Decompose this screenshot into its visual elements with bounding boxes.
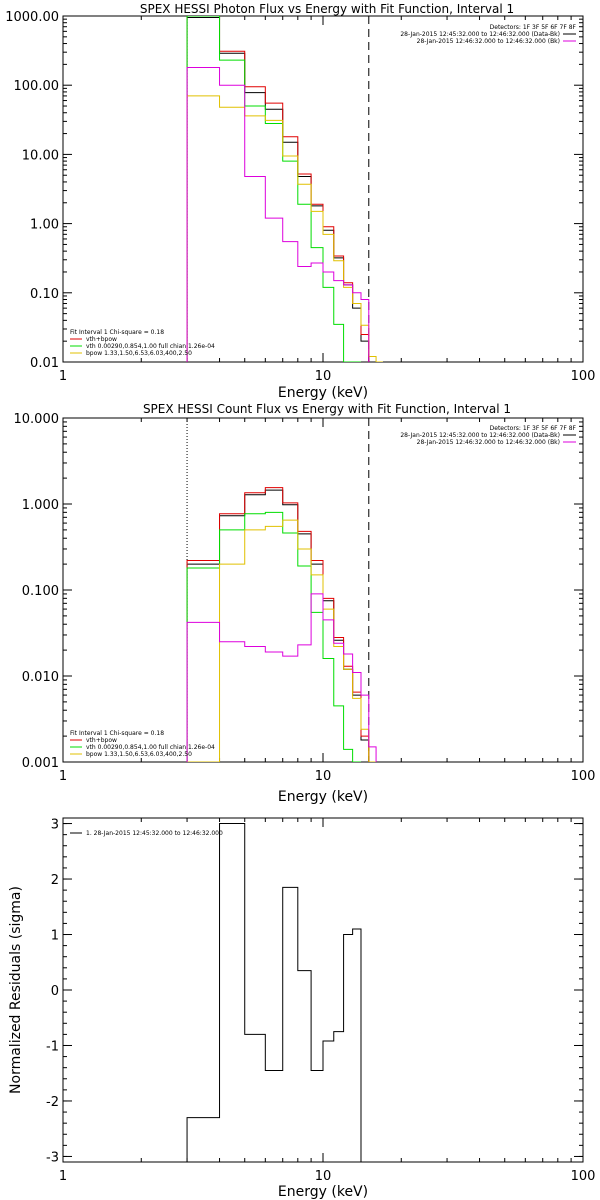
photon-flux-series (186, 16, 383, 362)
count-flux-series (186, 487, 377, 762)
residuals-axes-frame (62, 817, 584, 1163)
photon-flux-bk-interval: 28-Jan-2015 12:46:32.000 to 12:46:32.000… (417, 38, 560, 45)
photon-flux-x-ticks: 1 10 100 (59, 16, 596, 384)
count-flux-y-ticks: 0.001 0.010 0.100 1.000 10.000 (14, 412, 583, 771)
count-flux-series-bpow (187, 519, 377, 762)
count-flux-fit-legend-title: Fit Interval 1 Chi-square = 0.18 (70, 730, 164, 737)
residuals-y-ticks: -3 -2 -1 0 1 2 3 (46, 818, 583, 1165)
residuals-y-tick-label: 3 (51, 818, 59, 833)
count-flux-series-total (186, 489, 370, 762)
count-flux-y-tick-label: 0.100 (22, 584, 59, 599)
residuals-y-tick-label: -2 (46, 1095, 59, 1110)
photon-flux-fit-legend-line-2: vth 0.00290,0.854,1.00 full chian 1.26e-… (86, 343, 215, 350)
residuals-x-tick-label: 100 (571, 1169, 596, 1184)
photon-flux-x-label: Energy (keV) (278, 385, 368, 401)
count-flux-y-tick-label: 0.010 (22, 670, 59, 685)
photon-flux-x-tick-label: 10 (315, 369, 332, 384)
residuals-x-tick-label: 1 (59, 1169, 67, 1184)
count-flux-fit-legend: Fit Interval 1 Chi-square = 0.18 vth+bpo… (70, 730, 215, 758)
residuals-x-ticks: 1 10 100 (59, 818, 596, 1184)
count-flux-y-tick-label: 1.000 (22, 498, 59, 513)
photon-flux-series-total (186, 17, 370, 362)
count-flux-series-sum (186, 487, 370, 762)
photon-flux-y-tick-label: 0.10 (30, 287, 59, 302)
photon-flux-fit-legend: Fit Interval 1 Chi-square = 0.18 vth+bpo… (70, 329, 215, 357)
photon-flux-y-tick-label: 100.00 (14, 79, 60, 94)
residuals-y-tick-label: 0 (51, 984, 59, 999)
count-flux-fit-legend-line-2: vth 0.00290,0.854,1.00 full chian 1.26e-… (86, 744, 215, 751)
count-flux-fit-legend-line-1: vth+bpow (86, 737, 117, 744)
photon-flux-fit-legend-line-3: bpow 1.33,1.50,6.53,6.03,400,2.50 (86, 350, 192, 357)
photon-flux-x-tick-label: 1 (59, 369, 67, 384)
residuals-x-tick-label: 10 (315, 1169, 332, 1184)
photon-flux-fit-legend-line-1: vth+bpow (86, 336, 117, 343)
photon-flux-y-ticks: 0.01 0.10 1.00 10.00 100.00 1000.00 (5, 10, 583, 371)
photon-flux-fit-legend-title: Fit Interval 1 Chi-square = 0.18 (70, 329, 164, 336)
photon-flux-title: SPEX HESSI Photon Flux vs Energy with Fi… (140, 2, 514, 16)
photon-flux-y-tick-label: 10.00 (22, 148, 59, 163)
count-flux-y-tick-label: 10.000 (14, 412, 60, 427)
residuals-y-tick-label: -1 (46, 1039, 59, 1054)
count-flux-panel: SPEX HESSI Count Flux vs Energy with Fit… (14, 402, 596, 805)
residuals-y-tick-label: 2 (51, 873, 59, 888)
residuals-legend-label: 1. 28-Jan-2015 12:45:32.000 to 12:46:32.… (86, 830, 223, 837)
count-flux-detectors: Detectors: 1F 3F 5F 6F 7F 8F (490, 425, 577, 432)
photon-flux-x-tick-label: 100 (571, 369, 596, 384)
count-flux-title: SPEX HESSI Count Flux vs Energy with Fit… (143, 402, 511, 416)
residuals-y-tick-label: -3 (46, 1150, 59, 1165)
residuals-y-tick-label: 1 (51, 929, 59, 944)
residuals-legend: 1. 28-Jan-2015 12:45:32.000 to 12:46:32.… (70, 830, 223, 837)
photon-flux-detectors: Detectors: 1F 3F 5F 6F 7F 8F (490, 24, 577, 31)
count-flux-x-tick-label: 100 (571, 769, 596, 784)
count-flux-x-tick-label: 10 (315, 769, 332, 784)
photon-flux-panel: SPEX HESSI Photon Flux vs Energy with Fi… (5, 2, 595, 401)
count-flux-series-bkg (186, 593, 377, 762)
photon-flux-data-interval: 28-Jan-2015 12:45:32.000 to 12:46:32.000… (400, 31, 560, 38)
photon-flux-series-bkg (186, 67, 370, 362)
photon-flux-axes-frame (62, 15, 584, 363)
photon-flux-header: Detectors: 1F 3F 5F 6F 7F 8F 28-Jan-2015… (400, 24, 576, 45)
residuals-series (186, 823, 362, 1162)
count-flux-x-label: Energy (keV) (278, 789, 368, 805)
count-flux-y-tick-label: 0.001 (22, 756, 59, 771)
count-flux-header: Detectors: 1F 3F 5F 6F 7F 8F 28-Jan-2015… (400, 425, 576, 446)
residuals-panel: -3 -2 -1 0 1 2 3 1 10 100 Energy (keV) Normalize… (8, 817, 596, 1200)
count-flux-bk-interval: 28-Jan-2015 12:46:32.000 to 12:46:32.000… (417, 439, 560, 446)
residuals-x-label: Energy (keV) (278, 1184, 368, 1200)
count-flux-series-vth (186, 511, 361, 762)
count-flux-data-interval: 28-Jan-2015 12:45:32.000 to 12:46:32.000… (400, 432, 560, 439)
photon-flux-y-tick-label: 1000.00 (5, 10, 59, 25)
count-flux-fit-legend-line-3: bpow 1.33,1.50,6.53,6.03,400,2.50 (86, 751, 192, 758)
photon-flux-y-tick-label: 1.00 (30, 218, 59, 233)
photon-flux-series-bpow (186, 95, 383, 362)
count-flux-x-tick-label: 1 (59, 769, 67, 784)
count-flux-markers (186, 418, 370, 762)
residuals-series-residuals (186, 823, 362, 1162)
residuals-y-label: Normalized Residuals (sigma) (8, 886, 24, 1094)
photon-flux-y-tick-label: 0.01 (30, 356, 59, 371)
